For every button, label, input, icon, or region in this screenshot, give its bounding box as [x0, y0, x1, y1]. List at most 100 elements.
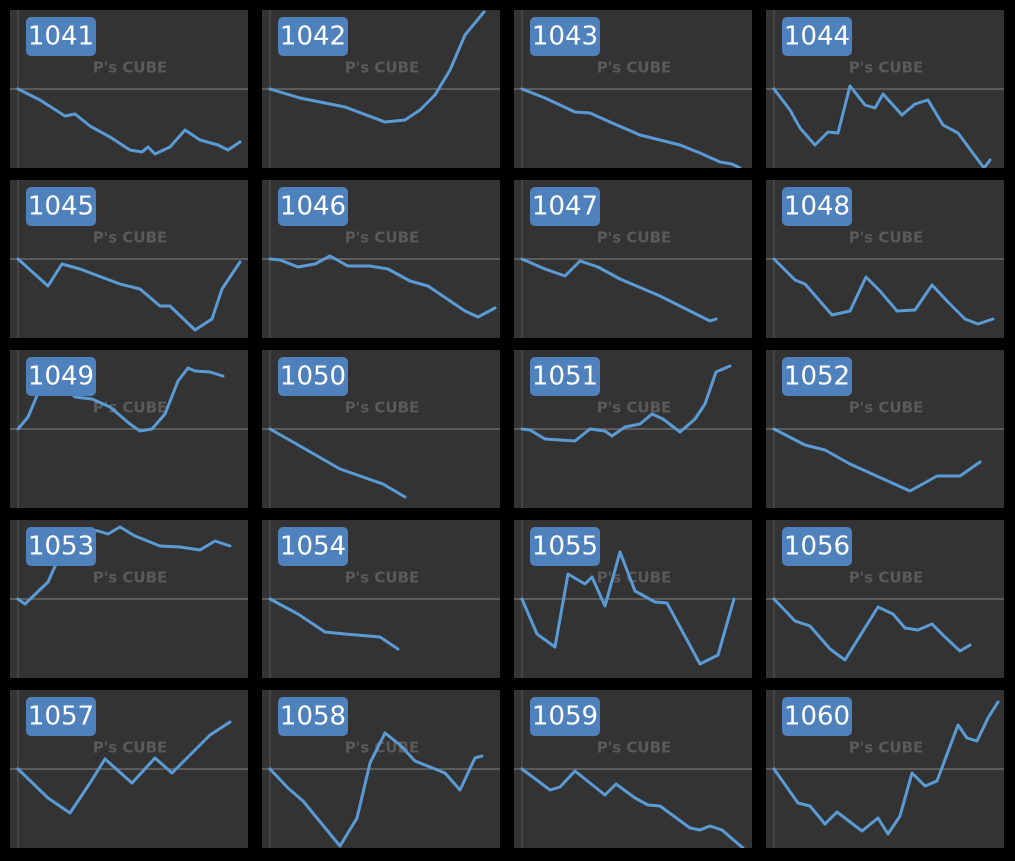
watermark: P's CUBE — [93, 569, 168, 587]
watermark: P's CUBE — [93, 399, 168, 417]
chart-title: 1056 — [784, 532, 850, 562]
data-line — [772, 257, 995, 326]
chart-title: 1047 — [532, 192, 598, 222]
watermark: P's CUBE — [597, 59, 672, 77]
panel: P's CUBE 1051 — [514, 350, 752, 508]
data-line — [268, 731, 484, 848]
watermark: P's CUBE — [345, 569, 420, 587]
panel: P's CUBE 1041 — [10, 10, 248, 168]
watermark: P's CUBE — [849, 569, 924, 587]
data-line — [520, 767, 745, 848]
watermark: P's CUBE — [597, 399, 672, 417]
watermark: P's CUBE — [597, 739, 672, 757]
data-line — [772, 427, 982, 493]
title-box — [26, 187, 96, 226]
data-line — [268, 10, 486, 124]
title-box — [782, 357, 852, 396]
data-line — [268, 254, 497, 319]
chart-title: 1060 — [784, 702, 850, 732]
chart-title: 1041 — [28, 22, 94, 52]
title-box — [782, 697, 852, 736]
data-line — [772, 700, 1000, 836]
chart-title: 1042 — [280, 22, 346, 52]
watermark: P's CUBE — [345, 739, 420, 757]
title-box — [782, 527, 852, 566]
panel: P's CUBE 1044 — [766, 10, 1004, 168]
title-box — [530, 357, 600, 396]
chart-title: 1058 — [280, 702, 346, 732]
watermark: P's CUBE — [849, 59, 924, 77]
chart-title: 1057 — [28, 702, 94, 732]
title-box — [782, 187, 852, 226]
watermark: P's CUBE — [345, 59, 420, 77]
data-line — [268, 427, 407, 499]
panel: P's CUBE 1045 — [10, 180, 248, 338]
data-line — [16, 87, 242, 156]
chart-title: 1048 — [784, 192, 850, 222]
panel: P's CUBE 1058 — [262, 690, 500, 848]
panel: P's CUBE 1056 — [766, 520, 1004, 678]
title-box — [26, 527, 96, 566]
title-box — [26, 357, 96, 396]
chart-title: 1052 — [784, 362, 850, 392]
panel: P's CUBE 1052 — [766, 350, 1004, 508]
watermark: P's CUBE — [849, 399, 924, 417]
title-box — [26, 17, 96, 56]
panel: P's CUBE 1046 — [262, 180, 500, 338]
chart-title: 1054 — [280, 532, 346, 562]
title-box — [278, 187, 348, 226]
chart-title: 1044 — [784, 22, 850, 52]
panel: P's CUBE 1055 — [514, 520, 752, 678]
data-line — [772, 597, 972, 662]
chart-title: 1045 — [28, 192, 94, 222]
panel: P's CUBE 1048 — [766, 180, 1004, 338]
panel: P's CUBE 1059 — [514, 690, 752, 848]
data-line — [520, 364, 732, 443]
title-box — [278, 357, 348, 396]
chart-title: 1053 — [28, 532, 94, 562]
panel: P's CUBE 1043 — [514, 10, 752, 168]
title-box — [530, 697, 600, 736]
data-line — [16, 525, 232, 606]
chart-title: 1046 — [280, 192, 346, 222]
panel: P's CUBE 1047 — [514, 180, 752, 338]
data-line — [520, 257, 718, 323]
watermark: P's CUBE — [597, 569, 672, 587]
title-box — [26, 697, 96, 736]
chart-title: 1059 — [532, 702, 598, 732]
panel: P's CUBE 1060 — [766, 690, 1004, 848]
watermark: P's CUBE — [597, 229, 672, 247]
title-box — [530, 187, 600, 226]
title-box — [278, 697, 348, 736]
data-line — [772, 84, 992, 168]
chart-title: 1055 — [532, 532, 598, 562]
watermark: P's CUBE — [849, 739, 924, 757]
watermark: P's CUBE — [345, 229, 420, 247]
watermark: P's CUBE — [345, 399, 420, 417]
panel: P's CUBE 1042 — [262, 10, 500, 168]
watermark: P's CUBE — [93, 739, 168, 757]
title-box — [278, 527, 348, 566]
data-line — [520, 87, 742, 168]
panel: P's CUBE 1049 — [10, 350, 248, 508]
title-box — [278, 17, 348, 56]
title-box — [530, 527, 600, 566]
title-box — [782, 17, 852, 56]
chart-title: 1049 — [28, 362, 94, 392]
watermark: P's CUBE — [93, 229, 168, 247]
watermark: P's CUBE — [93, 59, 168, 77]
panel: P's CUBE 1057 — [10, 690, 248, 848]
chart-title: 1043 — [532, 22, 598, 52]
data-line — [16, 720, 232, 815]
panel: P's CUBE 1050 — [262, 350, 500, 508]
data-line — [520, 550, 736, 666]
chart-title: 1051 — [532, 362, 598, 392]
watermark: P's CUBE — [849, 229, 924, 247]
title-box — [530, 17, 600, 56]
panel: P's CUBE 1053 — [10, 520, 248, 678]
panel: P's CUBE 1054 — [262, 520, 500, 678]
chart-title: 1050 — [280, 362, 346, 392]
data-line — [16, 257, 242, 332]
data-line — [268, 597, 400, 651]
